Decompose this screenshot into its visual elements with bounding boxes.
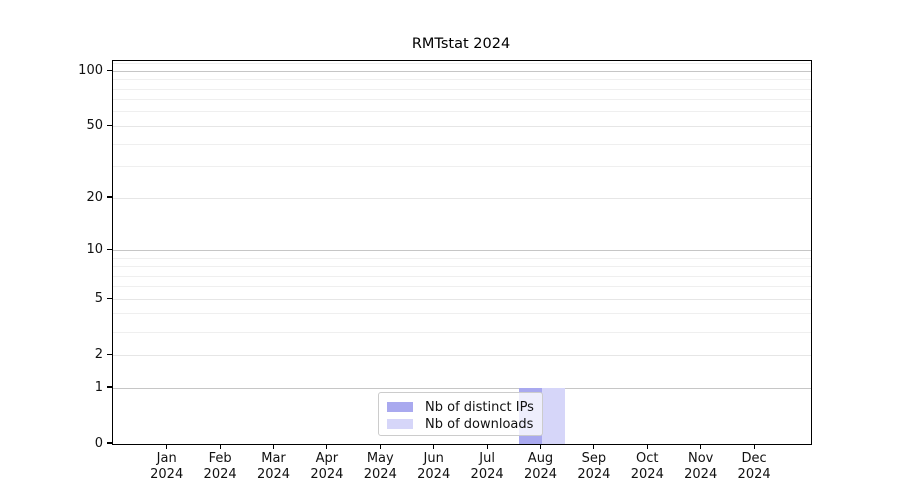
year-line: 2024 [470,467,504,482]
gridline-y-2 [113,354,811,356]
x-tick-label-may: May 2024 [350,451,410,483]
month-line: Jul [479,451,495,466]
month-line: Sep [581,451,607,466]
x-tick-label-dec: Dec 2024 [724,451,784,483]
y-tick-label-50: 50 [86,117,103,133]
year-line: 2024 [256,467,291,482]
year-line: 2024 [417,467,451,482]
gridline-minor-70 [113,99,811,101]
gridline-minor-80 [113,88,811,90]
x-tick-sep [593,444,595,449]
x-tick-feb [219,444,221,449]
y-tick-1 [107,386,112,388]
x-tick-nov [700,444,702,449]
legend-swatch-distinct-ips [387,402,413,412]
month-line: Feb [208,451,232,466]
month-line: Aug [527,451,554,466]
x-tick-apr [326,444,328,449]
y-tick-label-100: 100 [78,62,103,78]
x-tick-dec [753,444,755,449]
gridline-minor-40 [113,143,811,145]
year-line: 2024 [684,467,718,482]
year-line: 2024 [203,467,237,482]
y-tick-label-5: 5 [94,290,103,306]
month-line: Nov [688,451,714,466]
plot-area [112,60,812,445]
legend-entry-distinct-ips: Nb of distinct IPs [387,399,534,415]
bar-downloads-aug [541,388,565,444]
x-tick-label-feb: Feb 2024 [190,451,250,483]
x-tick-jul [486,444,488,449]
y-tick-100 [107,69,112,71]
x-tick-label-mar: Mar 2024 [244,451,304,483]
gridline-y-1 [113,387,811,389]
y-tick-2 [107,353,112,355]
y-tick-50 [107,124,112,126]
month-line: Apr [315,451,339,466]
gridline-y-50 [113,125,811,127]
gridline-y-10 [113,249,811,251]
x-tick-mar [272,444,275,449]
legend: Nb of distinct IPs Nb of downloads [378,392,543,436]
x-tick-jan [166,444,168,449]
legend-entry-downloads: Nb of downloads [387,416,534,432]
gridline-y-20 [113,197,811,199]
y-tick-5 [107,297,112,299]
gridline-minor-90 [113,79,811,81]
legend-label-downloads: Nb of downloads [425,416,534,432]
x-tick-label-apr: Apr 2024 [297,451,357,483]
legend-swatch-downloads [387,419,413,429]
month-line: Jun [423,451,444,466]
month-line: Jan [156,451,177,466]
month-line: Dec [741,451,767,466]
x-tick-aug [539,444,542,449]
x-tick-label-nov: Nov 2024 [671,451,731,483]
month-line: May [366,451,394,466]
year-line: 2024 [150,467,184,482]
x-tick-oct [646,444,648,449]
x-tick-label-sep: Sep 2024 [564,451,624,483]
year-line: 2024 [523,467,558,482]
y-tick-0 [107,442,112,444]
year-line: 2024 [630,467,664,482]
gridline-minor-110 [113,63,811,65]
year-line: 2024 [577,467,611,482]
y-tick-label-10: 10 [86,241,103,257]
y-tick-20 [107,196,112,198]
year-line: 2024 [310,467,344,482]
x-tick-label-aug: Aug 2024 [511,451,571,483]
gridline-minor-6 [113,286,811,288]
y-tick-10 [107,248,112,250]
gridline-minor-30 [113,166,811,168]
gridline-minor-60 [113,111,811,113]
x-tick-label-jul: Jul 2024 [457,451,517,483]
gridline-y-100 [113,70,811,72]
year-line: 2024 [363,467,397,482]
x-tick-label-jun: Jun 2024 [404,451,464,483]
month-line: Oct [636,451,659,466]
x-tick-jun [433,444,435,449]
y-tick-label-0: 0 [94,435,103,451]
gridline-minor-7 [113,275,811,277]
y-tick-label-20: 20 [86,189,103,205]
x-tick-label-jan: Jan 2024 [137,451,197,483]
gridline-minor-8 [113,266,811,267]
x-tick-label-oct: Oct 2024 [617,451,677,483]
gridline-minor-3 [113,331,811,333]
gridline-minor-4 [113,313,811,315]
gridline-minor-9 [113,257,811,259]
x-tick-may [379,444,381,449]
gridline-y-5 [113,298,811,300]
y-tick-label-2: 2 [94,346,103,362]
legend-label-distinct-ips: Nb of distinct IPs [425,399,534,415]
month-line: Mar [261,451,286,466]
year-line: 2024 [737,467,771,482]
chart-title: RMTstat 2024 [411,36,511,52]
y-tick-label-1: 1 [94,379,103,395]
